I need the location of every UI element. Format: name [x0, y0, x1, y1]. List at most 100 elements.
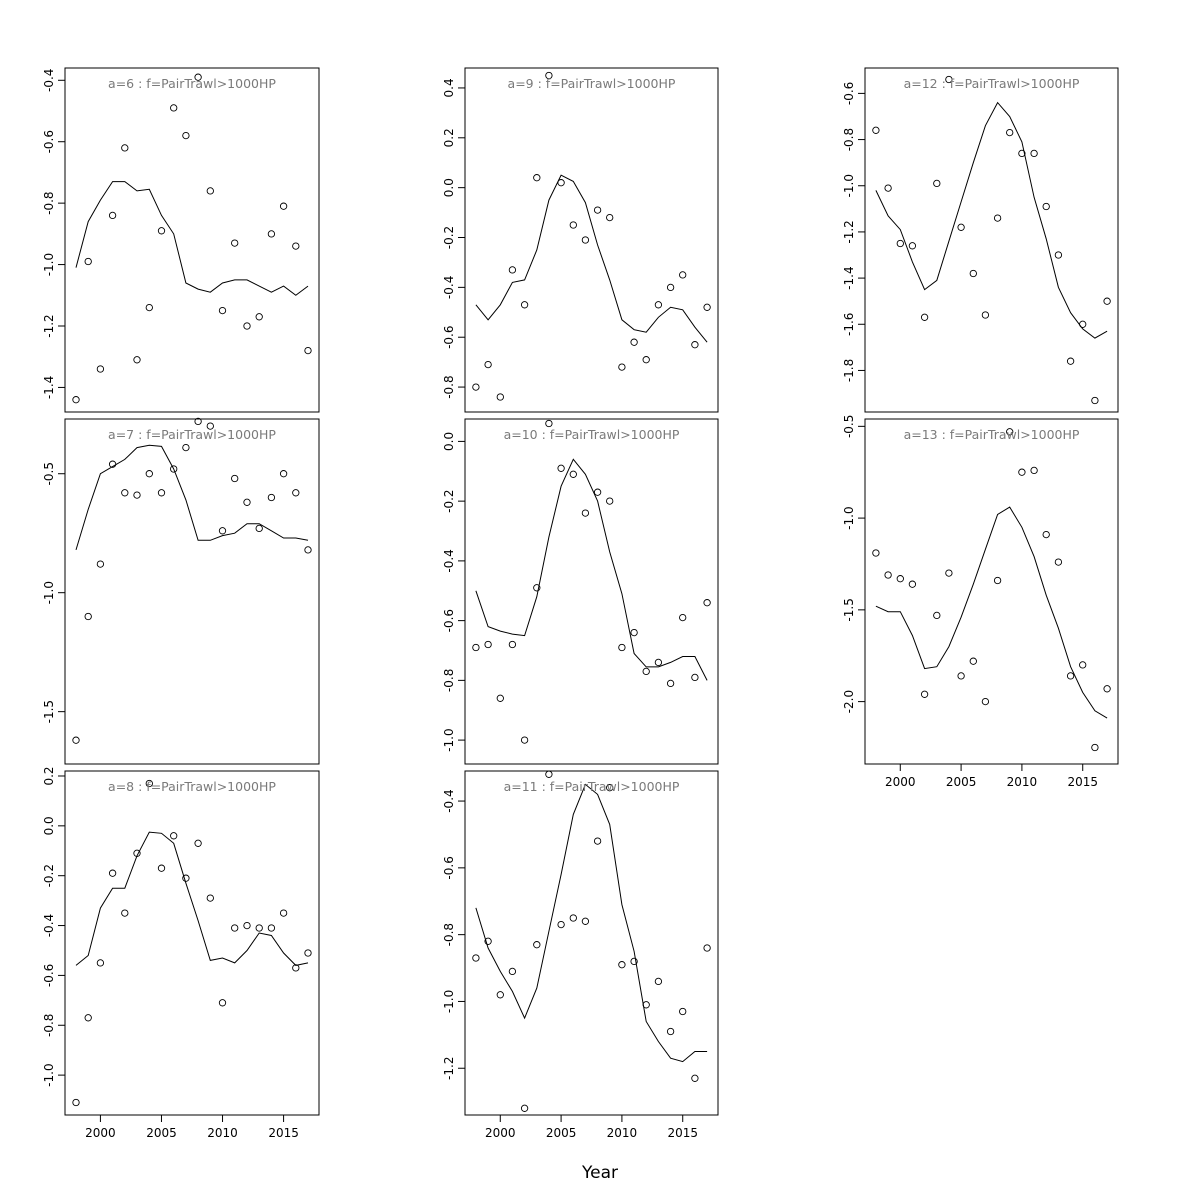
data-point	[182, 443, 190, 452]
data-point	[1066, 672, 1075, 680]
data-point	[642, 356, 650, 364]
data-point	[581, 509, 590, 517]
data-point	[1066, 357, 1075, 365]
y-tick-label: -1.2	[42, 314, 56, 337]
data-point	[1079, 661, 1087, 669]
data-point	[496, 694, 504, 702]
data-point	[304, 346, 312, 355]
y-tick-label: -1.5	[42, 700, 56, 723]
data-point	[255, 524, 263, 533]
data-point	[593, 837, 602, 845]
plot-frame	[864, 67, 1119, 413]
data-point	[145, 470, 153, 478]
data-point	[243, 498, 251, 506]
fitted-line	[475, 458, 708, 681]
fitted-line	[875, 101, 1108, 339]
x-tick-label: 2000	[85, 1126, 116, 1140]
y-tick-label: -0.4	[42, 914, 56, 937]
data-point	[908, 242, 917, 250]
data-point	[255, 313, 263, 321]
data-point	[121, 489, 129, 497]
plot-frame	[64, 770, 320, 1116]
data-point	[304, 546, 312, 554]
data-point	[654, 977, 663, 986]
y-tick-label: -0.8	[842, 128, 856, 151]
data-point	[121, 909, 129, 917]
data-point	[231, 924, 239, 932]
data-point	[1030, 466, 1038, 475]
data-point	[157, 864, 166, 872]
data-point	[194, 417, 202, 426]
panel-1: -1.4 -1.2 -1.0 -0.8 -0.6 -0.4 a=6 : f=PairTraw…	[42, 67, 320, 413]
data-point	[618, 643, 626, 652]
data-point	[606, 497, 614, 505]
data-point	[945, 75, 953, 84]
data-point	[884, 184, 892, 192]
data-point	[84, 257, 92, 266]
y-tick-label: -0.2	[442, 489, 456, 512]
data-point	[121, 144, 129, 152]
plot-frame	[864, 418, 1119, 765]
data-point	[96, 365, 105, 373]
data-point	[279, 470, 288, 478]
data-point	[545, 71, 553, 80]
y-tick-label: 0.2	[42, 766, 56, 785]
data-point	[1042, 530, 1050, 539]
x-axis-title: Year	[581, 1163, 618, 1183]
y-tick-label: 0.2	[442, 128, 456, 147]
data-point	[1030, 149, 1038, 158]
y-tick-label: -1.8	[842, 359, 856, 382]
data-point	[1103, 297, 1111, 305]
plot-frame	[64, 418, 320, 765]
data-point	[170, 104, 178, 112]
data-point	[508, 266, 517, 274]
y-tick-label: -0.6	[442, 856, 456, 879]
panel-title: a=8 : f=PairTrawl>1000HP	[108, 779, 276, 794]
panel-5: -1.0 -0.8 -0.6 -0.4 -0.2 0.0 a=10 : f=PairTraw…	[442, 418, 719, 765]
data-point	[72, 1098, 80, 1107]
data-point	[920, 690, 929, 698]
data-point	[642, 667, 650, 676]
data-point	[679, 613, 687, 622]
data-point	[243, 921, 251, 930]
x-tick-label: 2010	[207, 1126, 238, 1140]
x-tick-label: 2000	[485, 1126, 516, 1140]
fitted-line	[75, 181, 309, 296]
y-tick-label: -1.0	[42, 581, 56, 604]
y-tick-label: -0.5	[842, 415, 856, 438]
y-tick-label: -0.4	[442, 276, 456, 299]
data-point	[691, 341, 699, 349]
y-tick-label: -1.4	[842, 266, 856, 289]
y-tick-label: -1.0	[442, 728, 456, 751]
y-tick-label: -0.8	[42, 1014, 56, 1037]
data-point	[581, 236, 590, 244]
data-point	[569, 914, 577, 922]
y-tick-label: -0.8	[442, 923, 456, 946]
data-point	[581, 917, 590, 925]
data-point	[569, 221, 577, 229]
data-point	[496, 393, 504, 401]
data-point	[630, 628, 638, 637]
data-point	[1091, 396, 1099, 405]
y-tick-label: -0.2	[42, 864, 56, 887]
data-point	[606, 213, 614, 222]
data-point	[484, 937, 492, 945]
data-point	[218, 306, 227, 315]
data-point	[1091, 743, 1099, 752]
data-point	[108, 869, 117, 877]
data-point	[703, 944, 711, 952]
data-point	[508, 640, 517, 649]
y-tick-label: 0.0	[42, 816, 56, 835]
data-point	[279, 909, 288, 917]
y-tick-label: 0.4	[442, 78, 456, 97]
data-point	[945, 569, 953, 577]
fitted-line	[75, 831, 309, 966]
plot-frame	[464, 418, 719, 765]
y-tick-label: -1.0	[842, 174, 856, 197]
data-point	[933, 179, 941, 188]
panel-7: -1.8 -1.6 -1.4 -1.2 -1.0 -0.8 -0.6 a=12 : f=Pai…	[842, 67, 1119, 413]
data-point	[606, 784, 614, 792]
data-point	[133, 491, 141, 499]
fitted-line	[75, 444, 309, 551]
